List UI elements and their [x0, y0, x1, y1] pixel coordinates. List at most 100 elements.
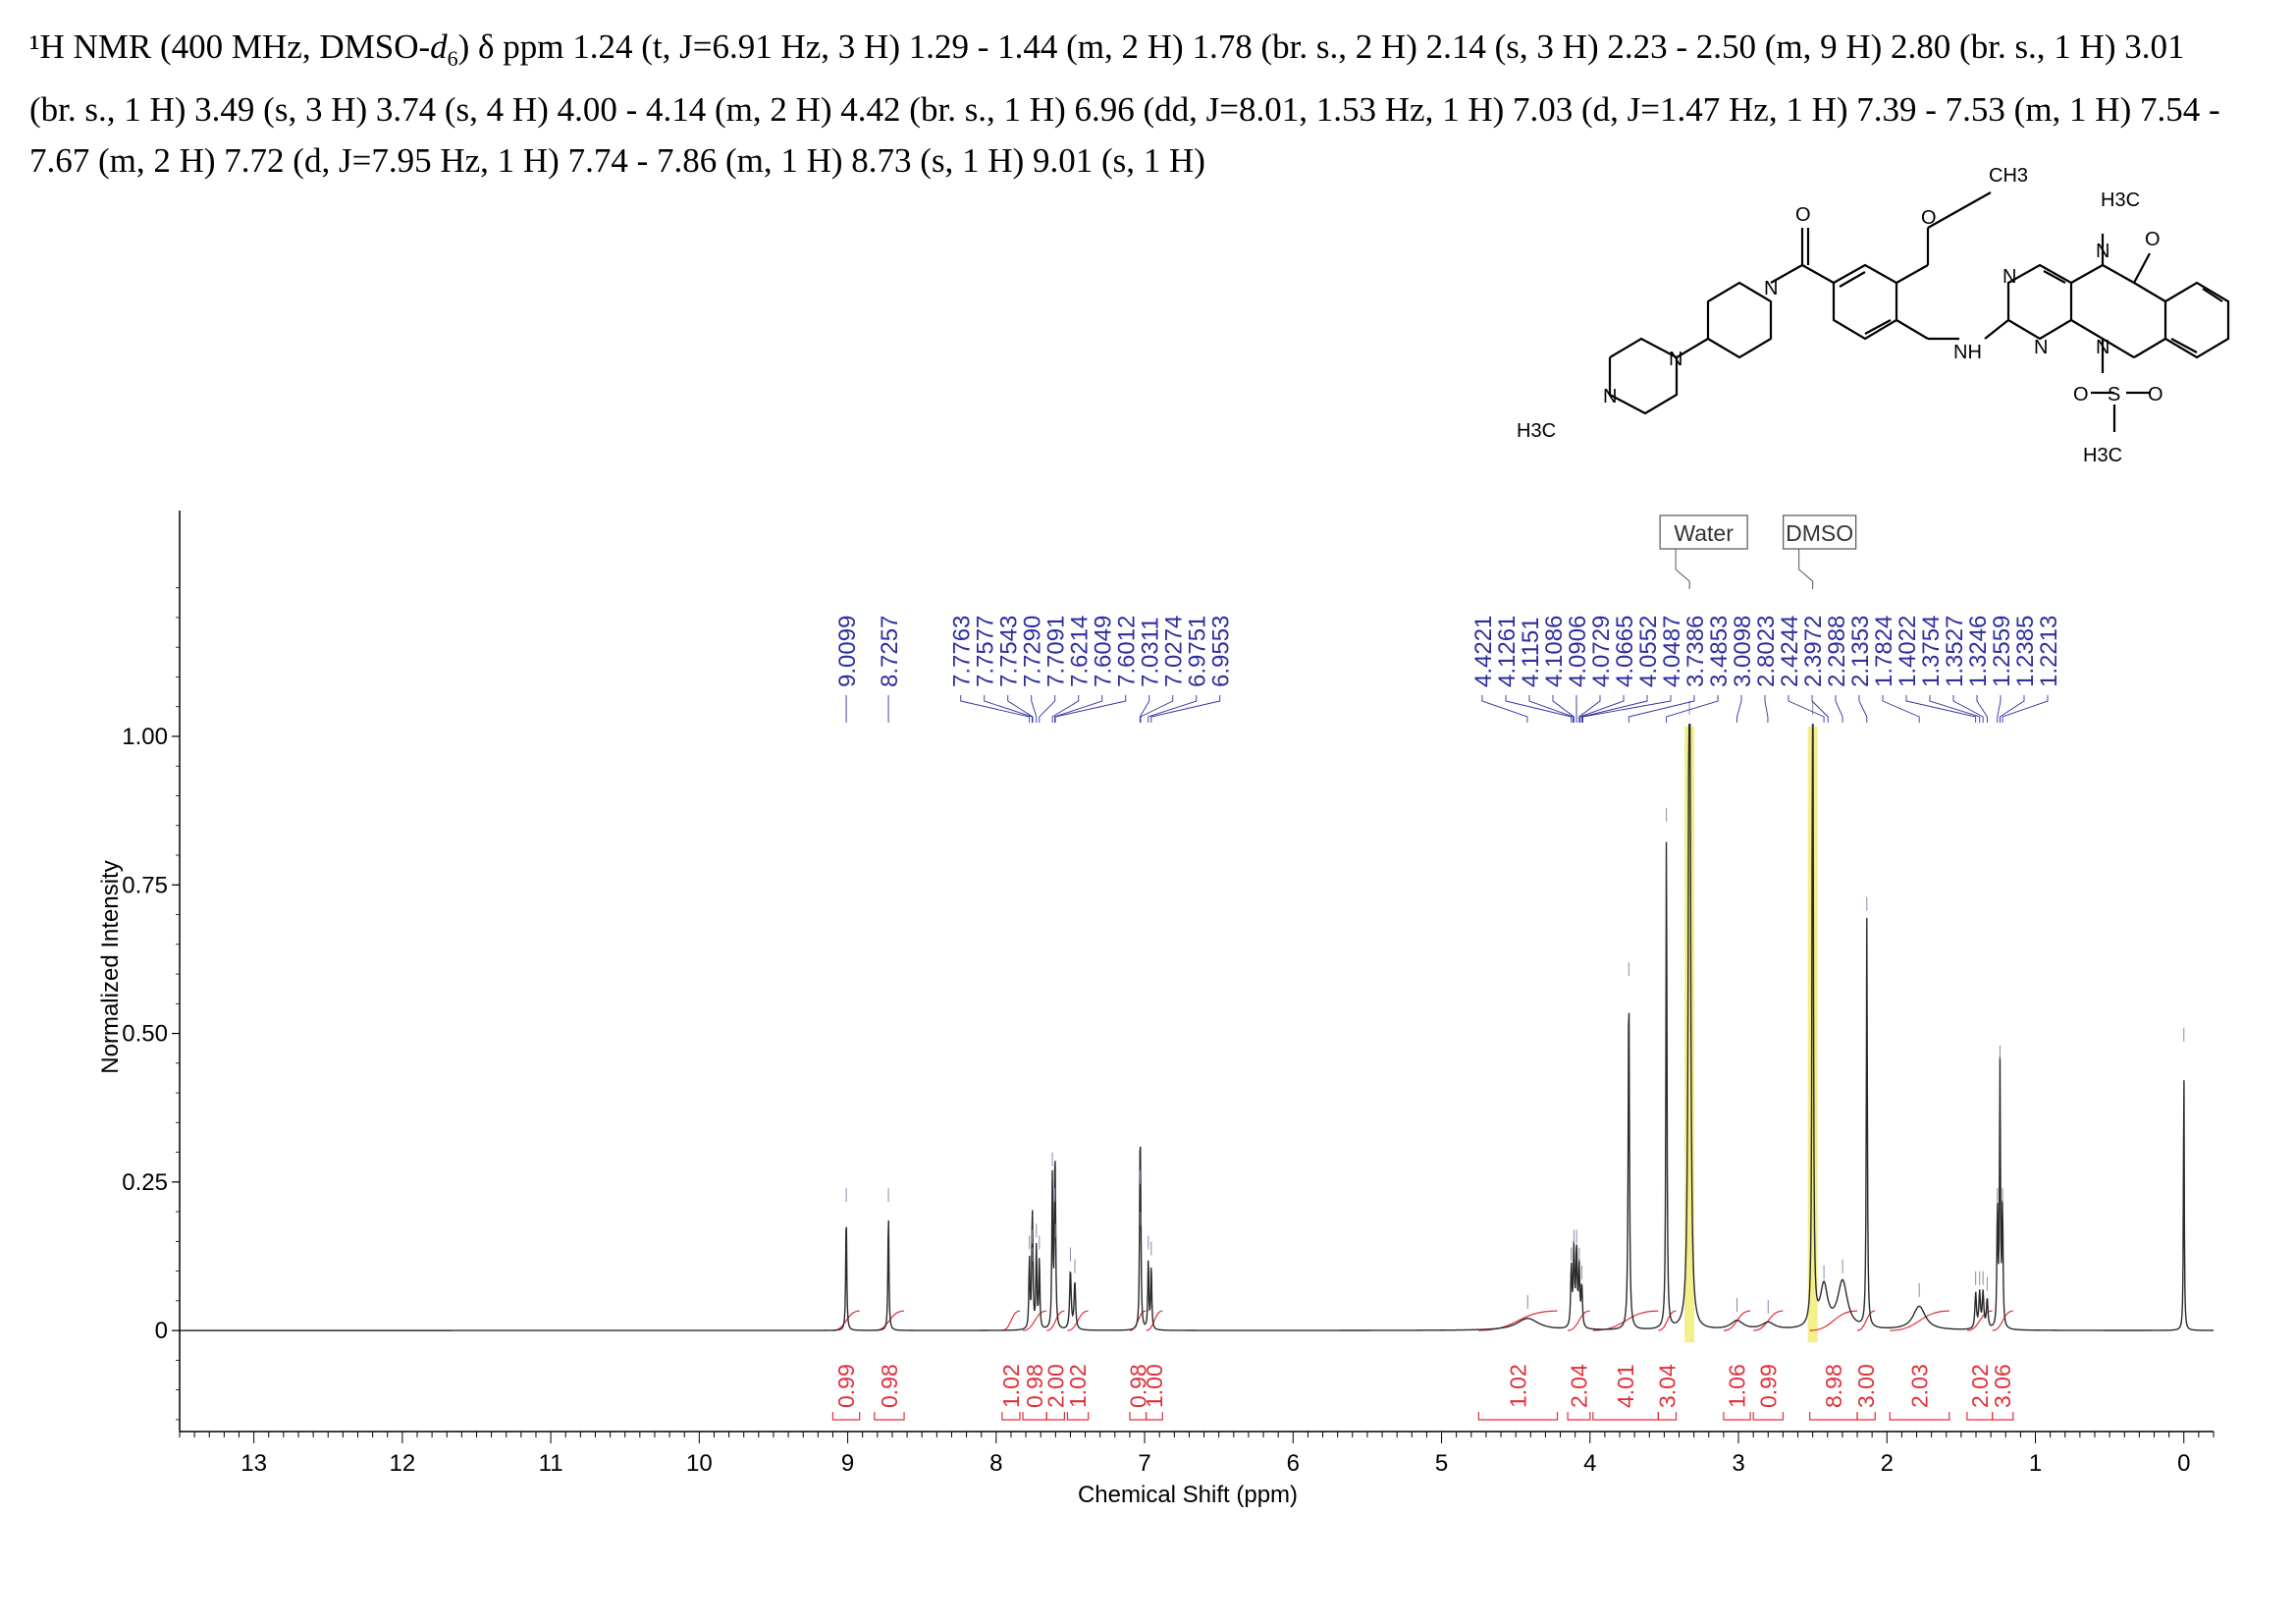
- integral-value: 1.02: [1505, 1364, 1530, 1408]
- label-ch3-top: CH3: [1989, 165, 2028, 187]
- integral-value: 3.04: [1654, 1364, 1680, 1408]
- integral-curve: [1067, 1310, 1089, 1331]
- integral-value: 0.99: [833, 1364, 859, 1408]
- integral-curve: [1753, 1310, 1784, 1331]
- integral-curve: [1022, 1310, 1047, 1331]
- peak-label: 7.7763: [949, 616, 976, 687]
- solvent-label-box: [1783, 514, 1857, 550]
- x-axis-title: Chemical Shift (ppm): [1078, 1482, 1298, 1508]
- solvent-labels: Water DMSO: [1659, 514, 1857, 589]
- x-tick-label: 6: [1287, 1450, 1300, 1477]
- label-n-pyrimidine-2: N: [2034, 337, 2048, 358]
- integral-bracket: [1723, 1412, 1751, 1421]
- integral-bracket: [1567, 1412, 1591, 1421]
- label-o-sulfonyl-1: O: [2073, 384, 2089, 406]
- integral-bracket: [1129, 1412, 1148, 1421]
- label-s: S: [2108, 384, 2120, 406]
- peak-label: 6.9751: [1185, 616, 1211, 687]
- integral-bracket: [874, 1412, 905, 1421]
- peak-label: 1.3754: [1918, 616, 1945, 687]
- peak-label: 7.6049: [1091, 616, 1117, 687]
- peak-label: 7.7543: [996, 616, 1023, 687]
- peak-leader-line: [1736, 695, 1742, 723]
- axes: 13 12 11 10 9 8 7 6 5 4 3 2 1 000.250.500.751.00: [122, 511, 2215, 1477]
- x-tick-label: 7: [1138, 1450, 1150, 1477]
- peak-label: 2.4244: [1777, 616, 1803, 687]
- peak-leader-line: [1580, 695, 1648, 723]
- integral-bracket: [1022, 1412, 1047, 1421]
- integral-curve: [1966, 1310, 1993, 1331]
- peak-leader-line: [1054, 695, 1103, 723]
- peak-label: 3.0098: [1730, 616, 1756, 687]
- peak-label: 1.4022: [1895, 616, 1921, 687]
- peak-label: 4.4221: [1470, 616, 1497, 687]
- peak-label: 2.1353: [1847, 616, 1874, 687]
- peak-label: 4.0906: [1565, 616, 1591, 687]
- peak-label: 6.9553: [1208, 616, 1235, 687]
- peak-leader-line: [1835, 695, 1843, 723]
- label-h3c-piperazine: H3C: [1517, 420, 1556, 442]
- peak-leader-line: [1764, 695, 1769, 723]
- y-tick-label: 0: [155, 1318, 168, 1344]
- integral-value: 4.01: [1613, 1364, 1638, 1408]
- integral-bracket: [1752, 1412, 1784, 1421]
- integral-value: 0.98: [1022, 1364, 1047, 1408]
- integral-value: 0.98: [877, 1364, 902, 1408]
- label-o-sulfonyl-2: O: [2148, 384, 2163, 406]
- peak-leader-line: [1905, 695, 1977, 723]
- solvent-label-box: [1659, 514, 1748, 550]
- peak-leader-line: [1054, 695, 1127, 723]
- peak-leader-line: [1811, 695, 1829, 723]
- integral-bracket: [1001, 1412, 1021, 1421]
- peak-leader-line: [1578, 695, 1601, 723]
- label-h3c-sulfonyl: H3C: [2083, 445, 2122, 466]
- peak-label: 7.0274: [1161, 616, 1188, 687]
- peak-leader-line: [1858, 695, 1868, 723]
- integral-bracket: [1889, 1412, 1950, 1421]
- peak-label: 7.6214: [1067, 616, 1094, 687]
- y-axis-title: Normalized Intensity: [97, 860, 124, 1073]
- peak-label: 2.3972: [1800, 616, 1827, 687]
- integral-value: 3.06: [1990, 1364, 2015, 1408]
- peak-label: 9.0099: [834, 616, 861, 687]
- x-tick-label: 10: [686, 1450, 713, 1477]
- integral-value: 1.06: [1725, 1364, 1750, 1408]
- integral-bracket: [1045, 1412, 1065, 1421]
- peak-label: 7.7091: [1043, 616, 1070, 687]
- label-n-piperidine: N: [1764, 278, 1778, 299]
- peak-label: 2.8023: [1753, 616, 1780, 687]
- peak-label: 1.3246: [1965, 616, 1992, 687]
- peak-leader-line: [1031, 695, 1038, 723]
- x-tick-label: 4: [1583, 1450, 1596, 1477]
- peak-leader-line: [1952, 695, 1984, 723]
- integral-value: 2.00: [1042, 1364, 1068, 1408]
- y-tick-label: 0.75: [122, 872, 168, 898]
- peak-leader-line: [1552, 695, 1575, 723]
- peak-leader-line: [1882, 695, 1920, 723]
- integral-value: 8.98: [1821, 1364, 1846, 1408]
- peak-label: 7.6012: [1114, 616, 1141, 687]
- integral-bracket: [1592, 1412, 1659, 1421]
- integral-bracket: [1657, 1412, 1678, 1421]
- peak-leader-line: [1528, 695, 1574, 723]
- x-tick-label: 5: [1435, 1450, 1448, 1477]
- peak-leader-line: [1628, 695, 1695, 723]
- integral-value: 1.02: [998, 1364, 1024, 1408]
- integral-bracket: [1145, 1412, 1163, 1421]
- integral-curve: [1001, 1310, 1021, 1331]
- label-nme: H3C: [2101, 189, 2140, 211]
- solvent-subscript: 6: [447, 46, 458, 71]
- peak-leader-line: [1481, 695, 1528, 723]
- solvent-label-leader: [1798, 549, 1814, 589]
- solvent-highlight-band: [1684, 726, 1695, 1343]
- peak-leader-line: [1148, 695, 1198, 723]
- integral-value: 0.98: [1125, 1364, 1150, 1408]
- peak-label: 3.7386: [1682, 616, 1709, 687]
- solvent-highlight-band: [1807, 726, 1818, 1343]
- description-prefix: ¹H NMR (400 MHz, DMSO-: [29, 27, 431, 66]
- peak-label: 3.4853: [1706, 616, 1733, 687]
- peak-top-markers: [845, 700, 2185, 1314]
- integral-curve: [1146, 1310, 1163, 1331]
- label-o-carbonyl-right: O: [2145, 229, 2161, 250]
